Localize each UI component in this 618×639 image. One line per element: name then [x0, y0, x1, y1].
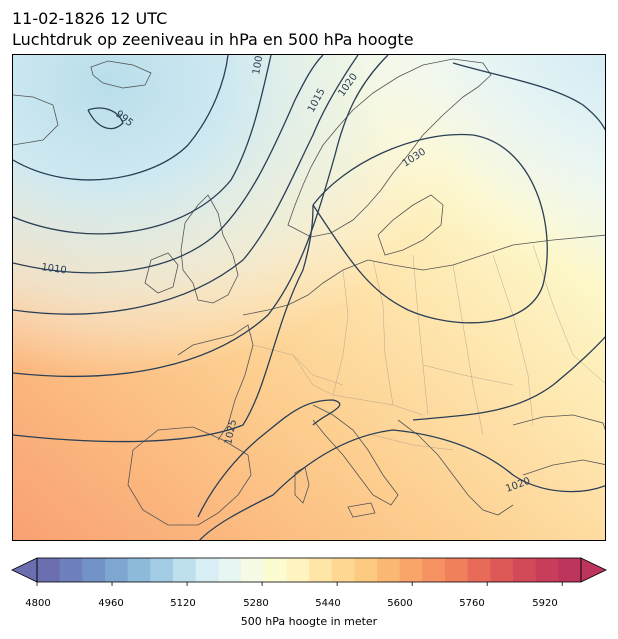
colorbar-cells: [37, 558, 582, 582]
colorbar-cell: [354, 558, 378, 582]
isobar-label: 1010: [41, 262, 68, 276]
colorbar-high-extension: [580, 557, 607, 583]
colorbar-tick-label: 5120: [170, 598, 196, 609]
colorbar-tick-label: 4800: [25, 598, 51, 609]
iceland-coast: [90, 60, 152, 89]
colorbar-cell: [445, 558, 469, 582]
isobar-1020-north: [13, 55, 389, 378]
colorbar-cell: [422, 558, 446, 582]
colorbar-tick-label: 4960: [98, 598, 124, 609]
isobar-1020-south: [199, 429, 605, 540]
isobar-1025-south: [197, 399, 341, 518]
isobar-1000: [13, 55, 229, 181]
map-subtitle: Luchtdruk op zeeniveau in hPa en 500 hPa…: [12, 30, 414, 49]
colorbar-cell: [535, 558, 559, 582]
colorbar-cell: [150, 558, 174, 582]
colorbar-cell: [286, 558, 310, 582]
britain-coast: [180, 194, 239, 304]
colorbar-cell: [241, 558, 265, 582]
colorbar-cell: [173, 558, 197, 582]
height-field: [13, 55, 605, 540]
colorbar: [11, 557, 607, 586]
colorbar-tick-marks: [36, 582, 563, 586]
colorbar-tick-label: 5440: [315, 598, 341, 609]
colorbar-frame: [36, 557, 582, 583]
colorbar-tick-label: 5600: [387, 598, 413, 609]
balkan-coast: [397, 419, 514, 516]
colorbar-cell: [218, 558, 242, 582]
coastlines: [13, 58, 605, 526]
isobars: [13, 55, 605, 540]
ireland-coast: [144, 252, 179, 294]
colorbar-cell: [263, 558, 287, 582]
colorbar-tick-label: 5760: [459, 598, 485, 609]
colorbar-cell: [82, 558, 106, 582]
isobar-1015: [13, 55, 359, 315]
colorbar-cell: [105, 558, 129, 582]
baltic-coast: [377, 194, 444, 256]
isobar-1015-ne: [452, 62, 605, 131]
isobar-1025-east: [412, 336, 605, 421]
sicily-coast: [347, 502, 376, 518]
colorbar-low-extension: [11, 557, 38, 583]
colorbar-cell: [399, 558, 423, 582]
colorbar-cell: [490, 558, 514, 582]
colorbar-tick-label: 5920: [532, 598, 558, 609]
colorbar-cell: [127, 558, 151, 582]
colorbar-cell: [195, 558, 219, 582]
isobar-995: [87, 107, 124, 130]
colorbar-cell: [331, 558, 355, 582]
colorbar-cell: [558, 558, 582, 582]
colorbar-cell: [59, 558, 83, 582]
map-panel: 995 1000 1010 1015 1020 1030 1025 1020: [12, 54, 606, 541]
colorbar-cell: [467, 558, 491, 582]
black-sea-coast: [512, 414, 605, 476]
france-coast: [177, 324, 254, 441]
colorbar-cell: [377, 558, 401, 582]
colorbar-cell: [37, 558, 61, 582]
isobar-label: 1025: [223, 418, 239, 445]
italy-coast: [312, 404, 399, 506]
isobar-1005: [13, 55, 272, 235]
colorbar-cell: [513, 558, 537, 582]
isobar-1030: [312, 133, 548, 324]
isobar-label: 1000: [251, 55, 266, 76]
norway-coast: [287, 58, 492, 238]
map-title: 11-02-1826 12 UTC: [12, 9, 168, 28]
isobar-1010: [13, 55, 324, 274]
country-borders: [252, 244, 605, 451]
isobar-1025: [13, 204, 314, 443]
iberia-coast: [127, 426, 252, 526]
colorbar-tick-label: 5280: [243, 598, 269, 609]
continent-coast: [242, 234, 605, 316]
greenland-edge: [13, 94, 59, 146]
colorbar-cell: [309, 558, 333, 582]
colorbar-label: 500 hPa hoogte in meter: [240, 615, 378, 628]
